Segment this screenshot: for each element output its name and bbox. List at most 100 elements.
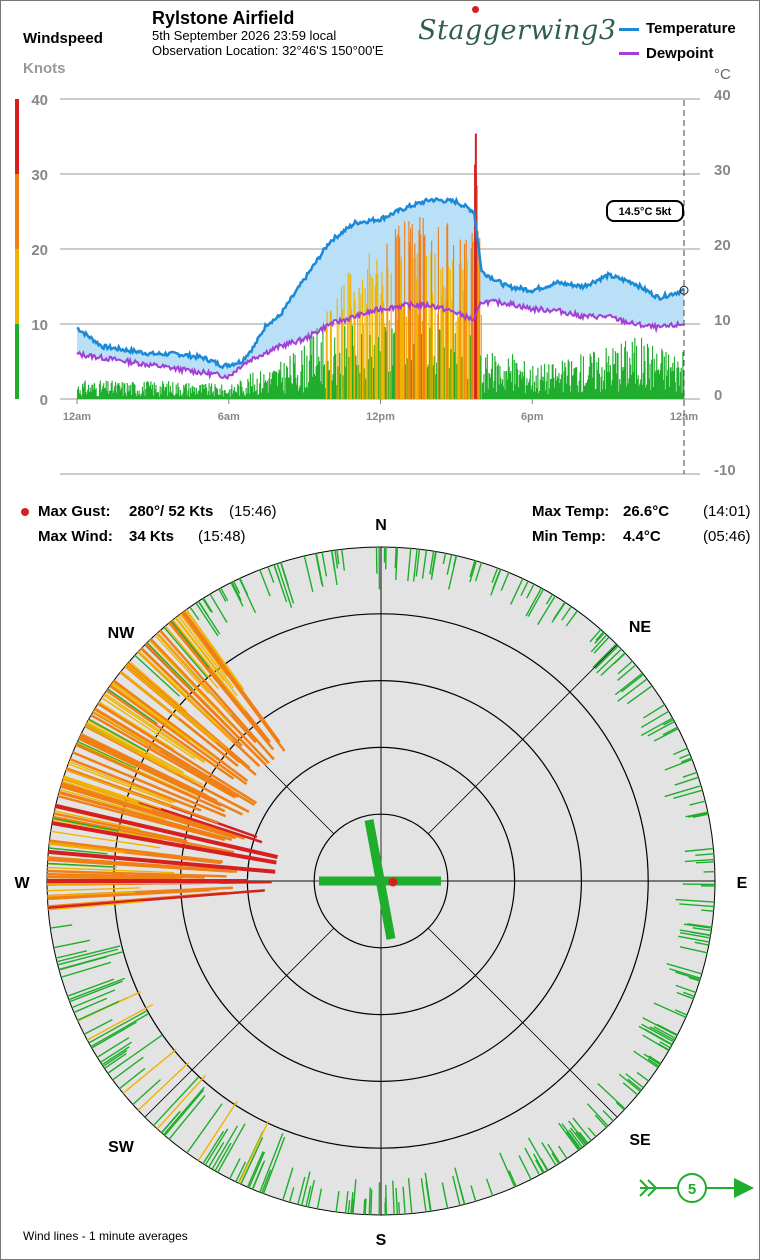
- wind-bar: [229, 396, 231, 399]
- wind-bar: [200, 385, 202, 399]
- wind-bar: [430, 252, 432, 399]
- wind-bar: [444, 287, 446, 399]
- wind-bar: [272, 371, 274, 399]
- wind-bar: [410, 228, 412, 399]
- wind-line: [545, 593, 553, 605]
- wind-line: [570, 1127, 586, 1147]
- wind-bar: [666, 375, 668, 399]
- wind-bar: [275, 371, 277, 399]
- wind-bar: [148, 386, 150, 399]
- wind-bar: [313, 373, 316, 399]
- wind-line: [58, 790, 233, 841]
- wind-line: [679, 903, 715, 908]
- wind-bar: [598, 373, 600, 399]
- wind-bar: [386, 243, 388, 399]
- wind-line: [48, 843, 125, 854]
- wind-line: [202, 597, 214, 613]
- wind-bar: [173, 394, 175, 399]
- wind-bar: [425, 300, 427, 399]
- wind-bar: [655, 370, 657, 399]
- wind-bar: [157, 392, 160, 399]
- wind-bar: [338, 322, 340, 399]
- y-left-tick-label: 30: [31, 167, 48, 184]
- wind-line: [636, 1071, 649, 1082]
- direction-label-se: SE: [629, 1132, 651, 1149]
- y-right-tick-label: 0: [714, 387, 722, 404]
- wind-line: [575, 1131, 587, 1146]
- wind-bar: [427, 364, 429, 399]
- wind-bar: [175, 384, 177, 399]
- wind-bar: [624, 347, 626, 399]
- wind-bar: [528, 382, 530, 399]
- wind-line: [301, 1171, 311, 1206]
- wind-bar: [377, 273, 379, 399]
- direction-label-sw: SW: [108, 1139, 135, 1156]
- wind-bar: [623, 366, 625, 399]
- wind-bar: [80, 394, 82, 399]
- wind-bar: [578, 380, 580, 399]
- wind-bar: [99, 380, 101, 399]
- wind-bar: [577, 392, 579, 399]
- wind-bar: [669, 367, 671, 399]
- wind-bar: [543, 376, 545, 399]
- wind-bar: [604, 389, 606, 399]
- wind-bar: [346, 316, 348, 399]
- wind-bar: [177, 382, 179, 399]
- wind-bar: [629, 357, 631, 399]
- wind-bar: [207, 391, 209, 399]
- direction-label-n: N: [375, 517, 387, 534]
- wind-bar: [564, 362, 566, 399]
- wind-bar: [473, 308, 475, 399]
- wind-bar: [647, 347, 649, 399]
- wind-bar: [287, 377, 289, 399]
- wind-bar: [383, 301, 385, 399]
- wind-bar: [513, 359, 515, 399]
- wind-line: [615, 1101, 625, 1111]
- wind-line: [50, 924, 73, 929]
- wind-bar: [254, 384, 256, 399]
- wind-bar: [327, 360, 329, 399]
- max-gust-time: (15:46): [229, 503, 277, 520]
- direction-label-w: W: [14, 875, 30, 892]
- wind-bar: [565, 383, 568, 399]
- wind-bar: [132, 382, 134, 399]
- wind-line: [175, 616, 238, 697]
- wind-bar: [285, 377, 287, 399]
- wind-bar: [678, 367, 680, 399]
- wind-line: [149, 638, 270, 764]
- wind-line: [189, 606, 200, 621]
- wind-bar: [102, 385, 104, 399]
- wind-line: [67, 763, 173, 804]
- wind-bar: [167, 396, 169, 399]
- wind-bar: [143, 382, 145, 399]
- wind-bar: [189, 388, 192, 399]
- wind-bar: [397, 234, 399, 399]
- wind-line: [638, 1025, 673, 1046]
- y-right-tick-label: 40: [714, 87, 731, 104]
- wind-bar: [582, 356, 584, 399]
- wind-bar: [387, 266, 389, 399]
- wind-line: [682, 771, 698, 778]
- wind-line: [177, 615, 234, 689]
- wind-bar: [204, 384, 206, 399]
- wind-bar: [518, 374, 520, 399]
- wind-bar: [471, 232, 473, 399]
- wind-bar: [318, 361, 321, 399]
- wind-line: [425, 1181, 432, 1212]
- y-left-tick-label: 20: [31, 242, 48, 259]
- wind-bar: [121, 382, 123, 399]
- wind-bar: [392, 365, 394, 399]
- wind-bar: [560, 374, 563, 399]
- wind-bar: [197, 391, 199, 399]
- wind-bar: [263, 374, 265, 399]
- wind-bar: [624, 340, 627, 399]
- wind-bar: [570, 391, 572, 399]
- wind-bar: [168, 381, 170, 399]
- wind-bar: [379, 351, 381, 399]
- max-temp-time: (14:01): [703, 503, 751, 520]
- wind-bar: [637, 375, 639, 399]
- wind-bar: [125, 395, 128, 399]
- wind-bar: [200, 392, 203, 399]
- wind-line: [420, 1178, 427, 1213]
- wind-bar: [320, 342, 322, 399]
